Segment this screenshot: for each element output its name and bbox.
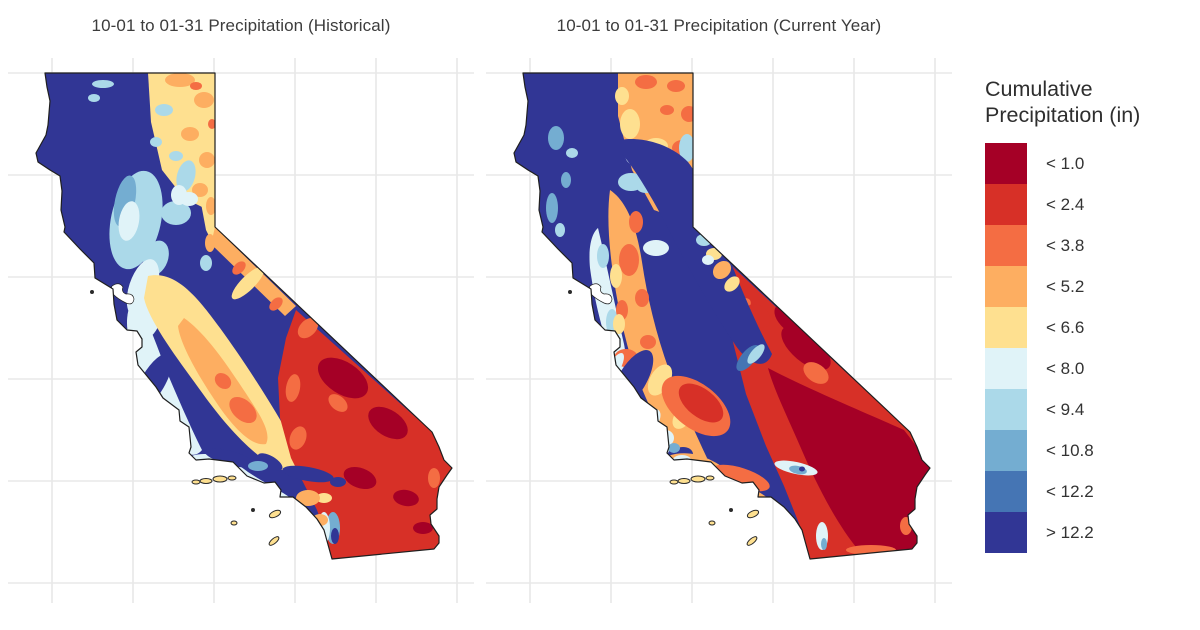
panel-title-historical: 10-01 to 01-31 Precipitation (Historical… [91,16,391,35]
legend-label: < 6.6 [1046,317,1085,337]
legend-swatch [985,512,1027,553]
legend-label: < 8.0 [1046,358,1085,378]
legend-label: < 1.0 [1046,153,1085,173]
legend: Cumulative Precipitation (in) < 1.0 < 2.4… [985,76,1195,553]
legend-swatch [985,225,1027,266]
legend-swatch [985,389,1027,430]
legend-item: < 6.6 [985,307,1195,348]
legend-swatch [985,471,1027,512]
california-map-historical [8,58,474,603]
legend-item: < 3.8 [985,225,1195,266]
precipitation-raster-historical [36,73,452,559]
legend-label: < 10.8 [1046,440,1094,460]
legend-label: < 2.4 [1046,194,1085,214]
california-border [513,72,931,560]
legend-swatch [985,143,1027,184]
legend-label: > 12.2 [1046,522,1094,542]
legend-swatch [985,184,1027,225]
precipitation-raster-current-year [514,73,930,559]
legend-swatch [985,266,1027,307]
legend-items: < 1.0 < 2.4 < 3.8 < 5.2 < 6.6 < 8.0 < 9.4 < 10.… [985,143,1195,553]
legend-item: < 12.2 [985,471,1195,512]
map-panel-current-year: 10-01 to 01-31 Precipitation (Current Ye… [486,0,952,620]
legend-swatch [985,307,1027,348]
legend-item: < 1.0 [985,143,1195,184]
legend-label: < 12.2 [1046,481,1094,501]
channel-islands [90,290,282,546]
legend-title: Cumulative Precipitation (in) [985,77,1141,127]
legend-item: > 12.2 [985,512,1195,553]
legend-label: < 3.8 [1046,235,1085,255]
legend-item: < 9.4 [985,389,1195,430]
legend-item: < 5.2 [985,266,1195,307]
legend-label: < 9.4 [1046,399,1085,419]
california-map-current-year [486,58,952,603]
legend-swatch [985,348,1027,389]
channel-islands [568,290,760,546]
california-border [35,72,453,560]
map-panel-historical: 10-01 to 01-31 Precipitation (Historical… [8,0,474,620]
legend-item: < 10.8 [985,430,1195,471]
legend-label: < 5.2 [1046,276,1085,296]
legend-item: < 8.0 [985,348,1195,389]
legend-swatch [985,430,1027,471]
legend-item: < 2.4 [985,184,1195,225]
panel-title-current-year: 10-01 to 01-31 Precipitation (Current Ye… [556,16,882,35]
